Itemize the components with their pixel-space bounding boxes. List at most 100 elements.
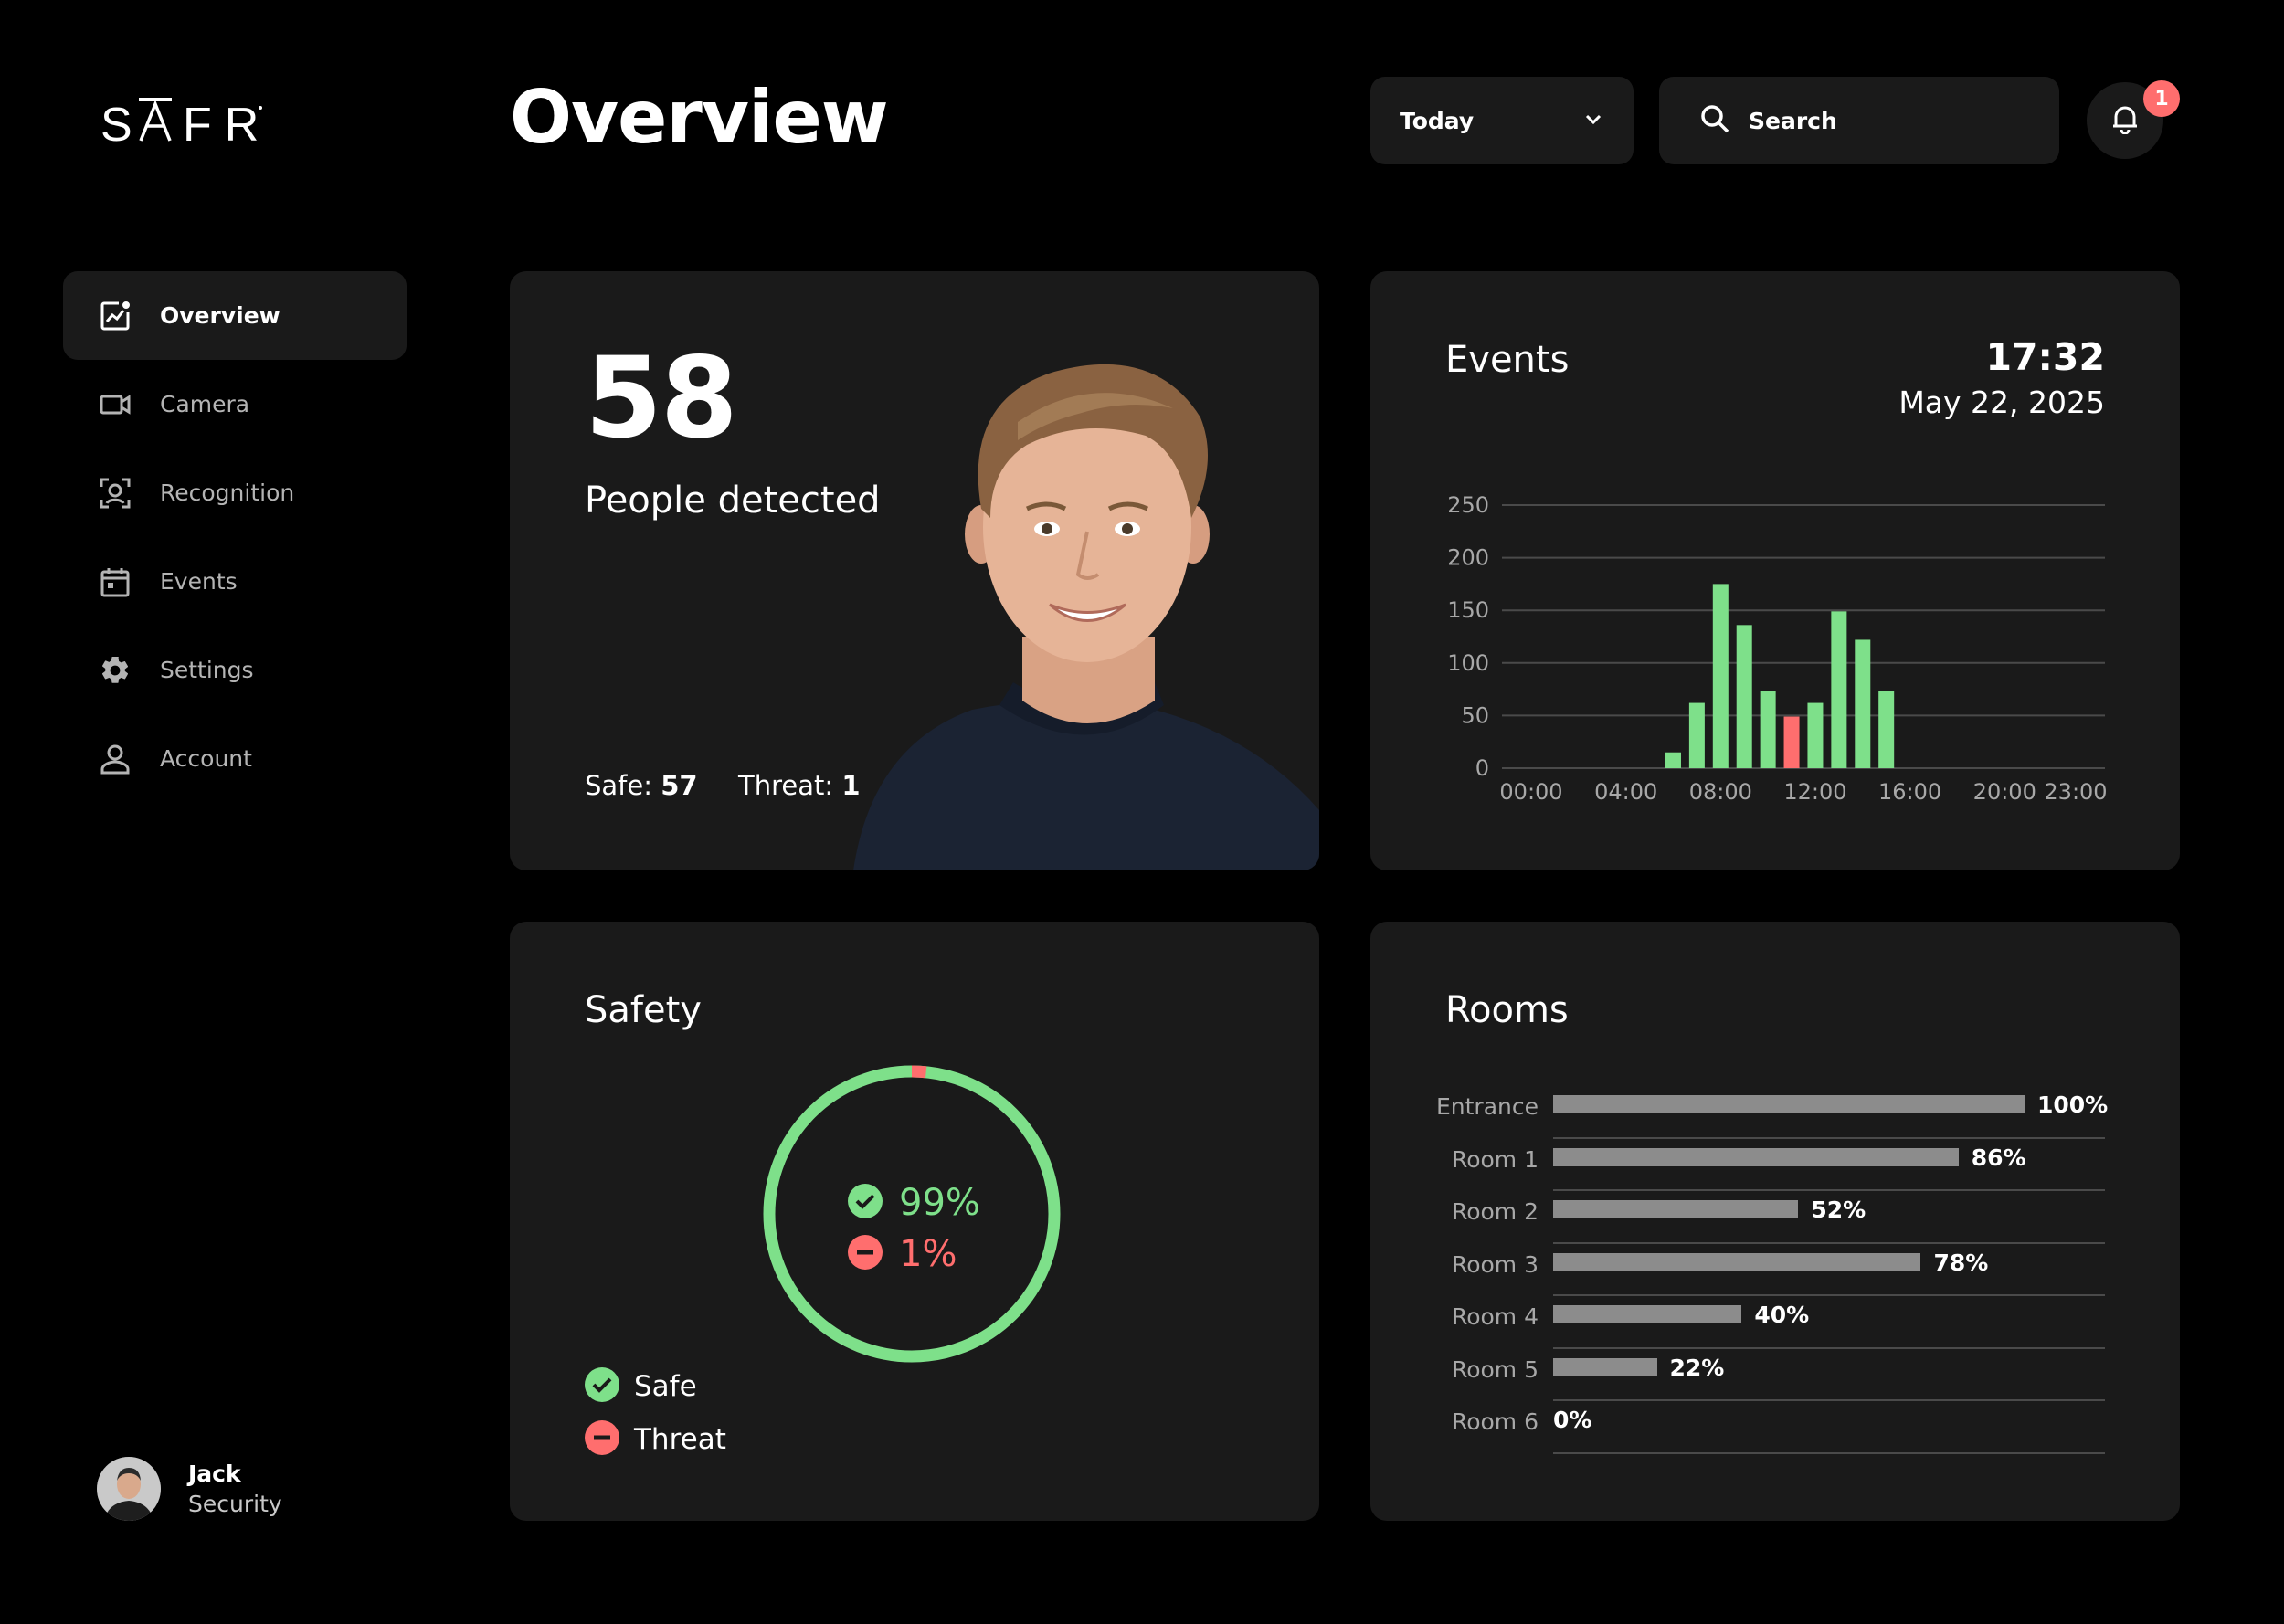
video-camera-icon — [98, 387, 132, 422]
search-input[interactable] — [1749, 107, 2023, 134]
user-icon — [98, 742, 132, 776]
rooms-title: Rooms — [1445, 989, 1569, 1031]
sidebar-item-label: Camera — [160, 391, 250, 417]
room-bar-track: 40% — [1553, 1296, 2105, 1349]
people-label: People detected — [585, 480, 881, 522]
sidebar-item-recognition[interactable]: Recognition — [63, 448, 407, 537]
room-occupancy-value: 0% — [1553, 1407, 1592, 1433]
events-card: Events 17:32 May 22, 2025 0 50 100 150 200 25… — [1370, 271, 2180, 870]
user-role: Security — [188, 1491, 282, 1517]
rooms-occupancy-list: Entrance 100% Room 1 86% Room 2 52% Room 3 78% R… — [1425, 1086, 2109, 1454]
sidebar-item-account[interactable]: Account — [63, 714, 407, 803]
y-tick-label: 200 — [1447, 545, 1489, 571]
sidebar-item-camera[interactable]: Camera — [63, 360, 407, 448]
room-row[interactable]: Room 3 78% — [1425, 1244, 2105, 1296]
event-bar-safe[interactable] — [1736, 625, 1752, 768]
room-row[interactable]: Entrance 100% — [1425, 1086, 2109, 1139]
threat-pct-row: 1% — [848, 1229, 980, 1280]
event-bar-safe[interactable] — [1807, 702, 1824, 768]
room-row[interactable]: Room 1 86% — [1425, 1139, 2105, 1191]
y-tick-label: 100 — [1447, 650, 1489, 676]
room-name: Entrance — [1435, 1093, 1539, 1120]
x-tick-label: 08:00 — [1689, 779, 1752, 805]
event-bar-safe[interactable] — [1688, 702, 1705, 768]
event-bar-safe[interactable] — [1831, 611, 1847, 768]
sidebar-item-settings[interactable]: Settings — [63, 626, 407, 714]
sidebar: Overview Camera Recognition — [63, 271, 407, 803]
sidebar-item-overview[interactable]: Overview — [63, 271, 407, 360]
y-tick-label: 0 — [1475, 755, 1489, 781]
room-occupancy-value: 78% — [1933, 1249, 1989, 1276]
sidebar-item-label: Overview — [160, 302, 280, 329]
sidebar-item-label: Events — [160, 568, 238, 595]
room-occupancy-bar — [1553, 1305, 1742, 1323]
sidebar-item-label: Account — [160, 745, 252, 772]
room-row[interactable]: Room 5 22% — [1425, 1349, 2105, 1401]
room-bar-track: 0% — [1553, 1401, 2105, 1454]
threat-label: Threat: — [738, 770, 834, 801]
search-icon — [1699, 103, 1730, 138]
room-occupancy-bar — [1553, 1252, 1921, 1271]
room-name: Room 6 — [1451, 1408, 1539, 1435]
x-tick-label: 04:00 — [1594, 779, 1657, 805]
room-row[interactable]: Room 2 52% — [1425, 1191, 2105, 1244]
room-bar-track: 22% — [1553, 1349, 2105, 1401]
safety-card: Safety 99% 1% Safe Threat — [510, 922, 1319, 1521]
sidebar-item-label: Recognition — [160, 480, 295, 506]
events-bar-chart: 0 50 100 150 200 250 00:00 04:00 08:00 12:00 16:00… — [1447, 492, 2107, 805]
event-bar-safe[interactable] — [1760, 691, 1776, 768]
room-occupancy-bar — [1553, 1147, 1959, 1166]
threat-count: 1 — [841, 770, 861, 801]
chevron-down-icon — [1582, 108, 1604, 133]
bell-icon — [2110, 103, 2140, 138]
safety-legend: Safe Threat — [585, 1360, 726, 1466]
face-scan-icon — [98, 476, 132, 511]
room-bar-track: 86% — [1553, 1139, 2105, 1191]
minus-circle-icon — [848, 1235, 883, 1273]
sidebar-item-events[interactable]: Events — [63, 537, 407, 626]
user-profile[interactable]: Jack Security — [97, 1457, 282, 1521]
page-title: Overview — [510, 75, 889, 160]
x-tick-label: 23:00 — [2044, 779, 2107, 805]
chart-line-icon — [98, 299, 132, 333]
notification-badge: 1 — [2143, 80, 2180, 117]
events-time: 17:32 — [1985, 335, 2105, 379]
room-name: Room 3 — [1451, 1250, 1539, 1278]
calendar-icon — [98, 564, 132, 599]
room-occupancy-value: 100% — [2037, 1091, 2109, 1118]
gear-icon — [98, 653, 132, 688]
room-occupancy-value: 22% — [1669, 1354, 1725, 1381]
room-occupancy-bar — [1553, 1357, 1657, 1376]
room-row[interactable]: Room 4 40% — [1425, 1296, 2105, 1349]
safety-donut-chart — [763, 1065, 1061, 1363]
x-tick-label: 16:00 — [1878, 779, 1941, 805]
svg-text:FR: FR — [183, 99, 265, 146]
room-bar-track: 52% — [1553, 1191, 2105, 1244]
people-detected-card: 58 People detected Safe: 57 Threat: 1 — [510, 271, 1319, 870]
safe-percentage: 99% — [899, 1182, 980, 1224]
logo-text: S — [100, 99, 145, 146]
safe-count: 57 — [661, 770, 698, 801]
donut-center-values: 99% 1% — [848, 1177, 980, 1280]
room-occupancy-value: 86% — [1971, 1144, 2026, 1171]
logo-a-mark — [139, 98, 172, 142]
y-tick-label: 150 — [1447, 597, 1489, 623]
event-bar-safe[interactable] — [1878, 691, 1895, 768]
event-bar-threat[interactable] — [1783, 716, 1800, 768]
room-row[interactable]: Room 6 0% — [1425, 1401, 2105, 1454]
event-bar-safe[interactable] — [1665, 752, 1681, 768]
x-tick-label: 00:00 — [1499, 779, 1562, 805]
safe-pct-row: 99% — [848, 1177, 980, 1229]
room-occupancy-bar — [1553, 1200, 1799, 1218]
room-bar-track: 100% — [1553, 1086, 2109, 1139]
event-bar-safe[interactable] — [1855, 639, 1871, 768]
room-occupancy-bar — [1553, 1095, 2025, 1113]
room-name: Room 4 — [1451, 1303, 1539, 1330]
room-bar-track: 78% — [1553, 1244, 2105, 1296]
date-filter-select[interactable]: Today — [1370, 77, 1634, 164]
event-bar-safe[interactable] — [1712, 584, 1729, 768]
room-name: Room 1 — [1451, 1145, 1539, 1173]
room-name: Room 2 — [1451, 1198, 1539, 1225]
safr-logo: S FR — [100, 95, 265, 146]
search-box[interactable] — [1659, 77, 2059, 164]
